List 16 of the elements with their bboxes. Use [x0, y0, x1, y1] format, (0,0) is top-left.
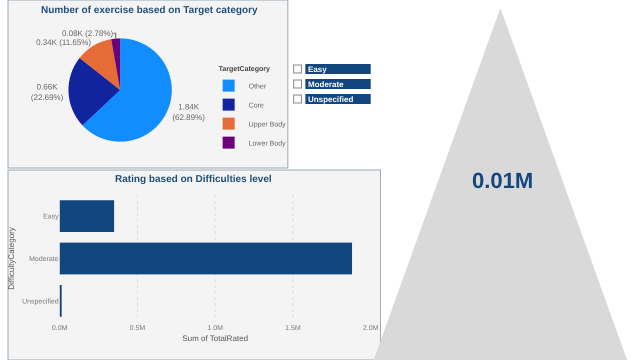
pie-slice: [68, 58, 120, 126]
data-label: 0.66K (22.69%): [30, 82, 64, 102]
data-label: 0.08K (2.78%): [62, 28, 114, 38]
text: Easy: [308, 65, 328, 74]
y-axis-title: DifficultyCategory: [6, 227, 16, 290]
text: Moderate: [308, 80, 344, 89]
text: Unspecified: [308, 95, 354, 104]
data-label: 1.84K (62.89%): [172, 102, 206, 122]
data-label: 0.34K (11.65%): [36, 38, 92, 47]
pie-slice: [111, 38, 120, 90]
x-axis-title: Sum of TotalRated: [182, 334, 248, 344]
chart-title: Number of exercise based on Target category: [41, 5, 258, 16]
text: 0.01M: [472, 168, 534, 193]
chart-title: Rating based on Difficulties level: [115, 174, 272, 185]
bar: [60, 200, 114, 232]
bar: [60, 242, 352, 274]
